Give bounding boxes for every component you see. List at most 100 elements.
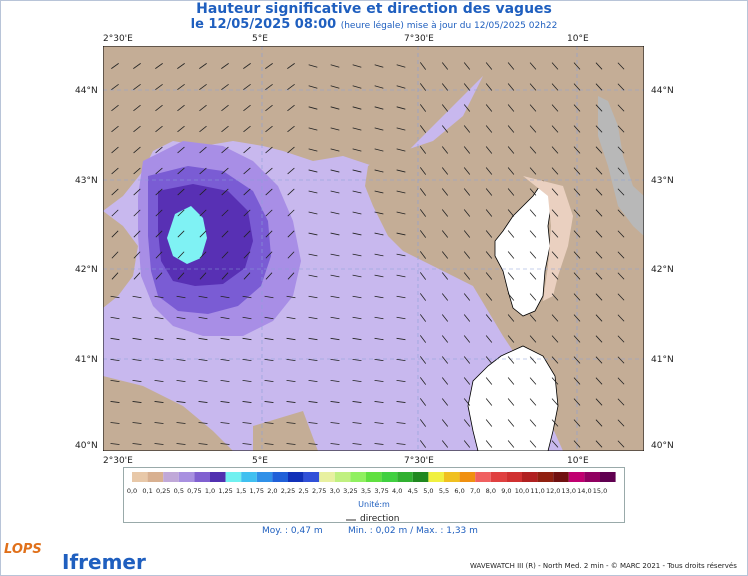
direction-arrow: [242, 422, 252, 424]
direction-arrow: [265, 167, 273, 175]
direction-arrow: [265, 209, 273, 217]
direction-arrow: [551, 83, 559, 91]
direction-arrow: [573, 188, 581, 196]
direction-arrow: [573, 377, 581, 385]
legend-label: 2,75: [312, 487, 326, 495]
direction-arrow: [330, 190, 340, 194]
direction-arrow: [419, 125, 427, 133]
direction-arrow: [308, 358, 318, 362]
legend-swatch: [303, 472, 320, 482]
direction-arrow: [441, 188, 449, 196]
legend-label: 13,0: [562, 487, 576, 495]
direction-arrow: [243, 230, 251, 238]
direction-arrow: [529, 440, 537, 448]
legend-label: 8,0: [486, 487, 496, 495]
direction-arrow: [111, 272, 119, 280]
direction-arrow: [551, 335, 559, 343]
direction-arrow: [485, 251, 493, 259]
direction-arrow: [551, 188, 559, 196]
direction-arrow: [330, 106, 340, 110]
direction-arrow: [132, 316, 142, 320]
direction-arrow: [110, 422, 120, 424]
legend-label: 1,5: [236, 487, 246, 495]
direction-arrow: [352, 316, 362, 320]
direction-arrow: [507, 356, 515, 364]
direction-arrow: [154, 358, 164, 362]
direction-arrow: [308, 422, 318, 424]
direction-arrow: [308, 148, 318, 152]
direction-arrow: [396, 190, 406, 194]
direction-arrow: [176, 422, 186, 424]
direction-arrow: [133, 230, 141, 238]
legend-label: 10,0: [515, 487, 529, 495]
direction-arrow: [352, 64, 362, 68]
direction-arrow: [529, 104, 537, 112]
direction-arrow: [198, 401, 208, 403]
direction-arrow: [617, 377, 625, 385]
direction-arrow: [287, 230, 295, 238]
direction-arrow: [352, 443, 362, 445]
legend-label: 0,1: [142, 487, 152, 495]
legend-label: 6,0: [454, 487, 464, 495]
direction-arrow: [308, 401, 318, 403]
direction-arrow: [551, 314, 559, 322]
direction-arrow: [485, 167, 493, 175]
legend-swatch: [132, 472, 148, 482]
direction-arrow: [573, 314, 581, 322]
direction-arrow: [177, 209, 185, 217]
direction-arrow: [441, 104, 449, 112]
direction-arrow: [595, 104, 603, 112]
legend-swatch: [553, 472, 569, 482]
direction-arrow: [573, 419, 581, 427]
direction-arrow: [199, 272, 207, 280]
direction-arrow: [441, 293, 449, 301]
direction-arrow: [529, 335, 537, 343]
direction-arrow: [352, 295, 362, 299]
lat-tick-left-42: 42°N: [75, 265, 98, 275]
direction-arrow: [155, 83, 163, 91]
direction-arrow: [573, 272, 581, 280]
direction-arrow: [529, 146, 537, 154]
legend-swatch: [397, 472, 413, 482]
legend-swatch: [256, 472, 273, 482]
direction-arrow: [220, 443, 230, 445]
direction-arrow: [264, 337, 274, 341]
direction-arrow: [133, 104, 141, 112]
direction-arrow: [132, 379, 142, 383]
direction-arrow: [352, 106, 362, 110]
direction-arrow: [595, 209, 603, 217]
direction-arrow: [617, 293, 625, 301]
direction-arrow: [330, 169, 340, 173]
direction-arrow: [221, 125, 229, 133]
direction-arrow: [132, 295, 142, 299]
direction-arrow: [132, 401, 142, 403]
direction-arrow: [595, 440, 603, 448]
direction-arrow: [199, 125, 207, 133]
legend-label: 5,5: [439, 487, 449, 495]
direction-arrow: [595, 83, 603, 91]
direction-arrow: [441, 125, 449, 133]
legend-swatch: [381, 472, 398, 482]
direction-arrow: [265, 230, 273, 238]
direction-arrow: [177, 104, 185, 112]
lon-tick-bottom-2: 5°E: [252, 456, 268, 466]
direction-arrow: [529, 251, 537, 259]
direction-arrow: [485, 125, 493, 133]
direction-arrow: [529, 398, 537, 406]
direction-arrow: [419, 314, 427, 322]
direction-arrow: [573, 398, 581, 406]
direction-arrow: [374, 401, 384, 403]
direction-arrow: [243, 251, 251, 259]
direction-arrow: [507, 209, 515, 217]
direction-arrow: [374, 148, 384, 152]
direction-arrow: [221, 83, 229, 91]
lat-tick-right-40: 40°N: [651, 441, 674, 451]
legend-swatch: [537, 472, 554, 482]
direction-arrow: [374, 337, 384, 341]
direction-arrow: [177, 63, 185, 69]
wave-map: [103, 46, 644, 451]
direction-arrow: [286, 401, 296, 403]
direction-arrow: [198, 337, 208, 341]
direction-arrow: [374, 169, 384, 173]
direction-arrow: [221, 146, 229, 154]
